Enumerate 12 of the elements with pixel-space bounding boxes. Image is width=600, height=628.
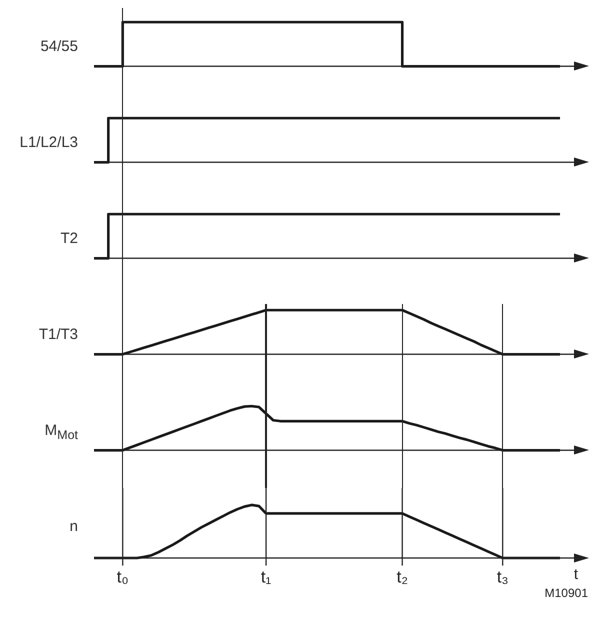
y-axis-title: T2 — [60, 230, 78, 247]
y-axis-title: n — [70, 518, 78, 535]
x-axis-title: t — [574, 566, 579, 584]
x-tick-label: t₃ — [496, 567, 508, 586]
x-tick-label: t₁ — [260, 567, 272, 586]
y-axis-title: L1/L2/L3 — [20, 134, 78, 151]
text: M10901 — [544, 586, 588, 600]
y-axis-title: 54/55 — [40, 38, 78, 55]
y-axis-title: T1/T3 — [38, 326, 78, 343]
x-tick-label: t₂ — [396, 567, 408, 586]
x-tick-label: t₀ — [116, 567, 129, 586]
y-axis-title: M$_{Mot}$ — [44, 422, 78, 442]
